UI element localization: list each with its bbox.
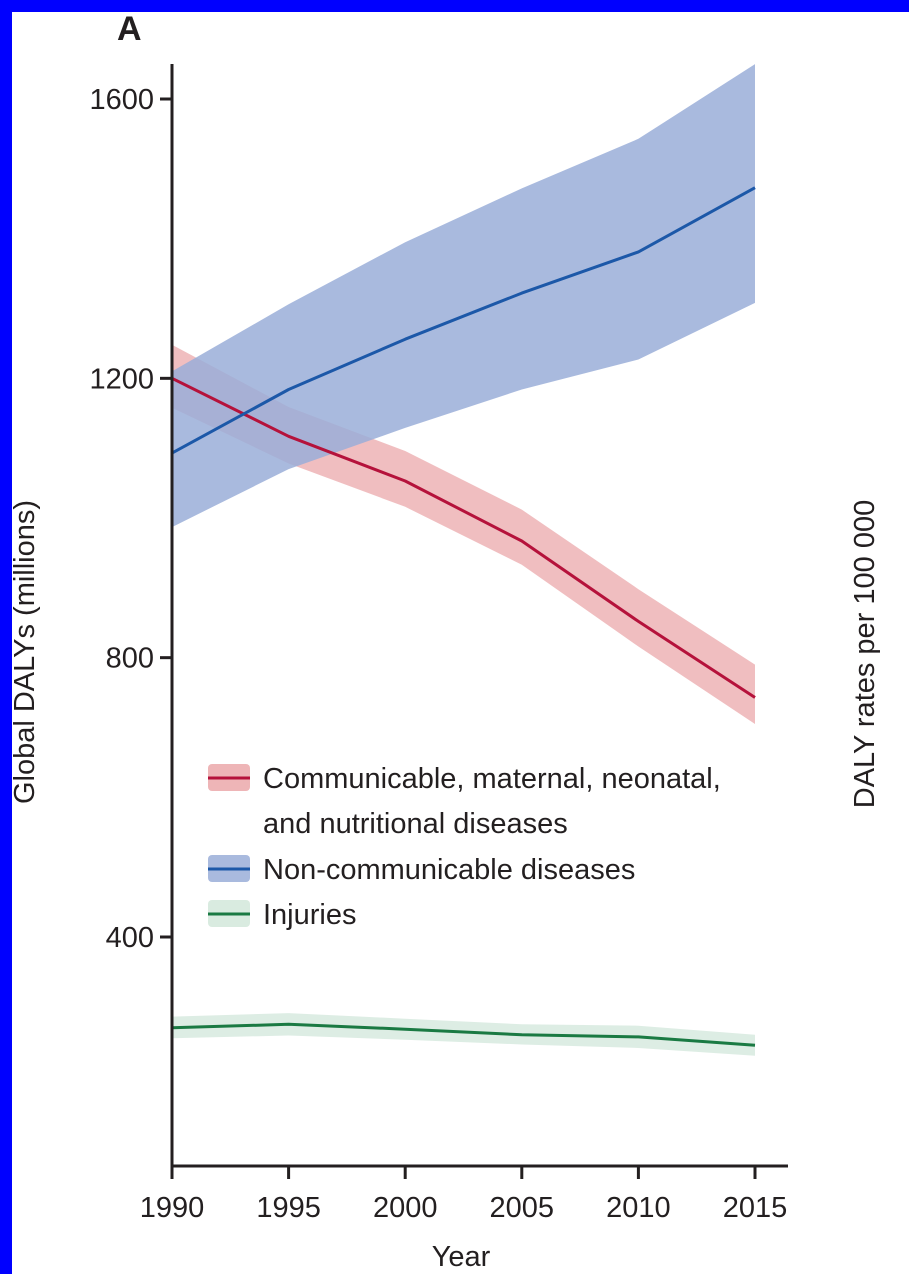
legend-label: Injuries xyxy=(263,899,357,931)
x-tick-label: 2010 xyxy=(606,1192,671,1224)
y-tick-label: 800 xyxy=(106,643,154,675)
legend-item: Communicable, maternal, neonatal, and nut… xyxy=(208,763,721,840)
legend-item: Injuries xyxy=(208,899,357,931)
chart-canvas: A 400 800 1200 1600 1990 1995 2000 2005 2010 201… xyxy=(12,12,909,1274)
series-lines xyxy=(171,186,756,1047)
line-communicable-maternal-neonatal-and-nutritional-diseases xyxy=(171,376,756,699)
band-non-communicable-diseases xyxy=(172,64,755,528)
legend-label: and nutritional diseases xyxy=(263,808,568,840)
y-axis-ticks: 400 800 1200 1600 xyxy=(89,84,172,954)
daly-line-chart: A 400 800 1200 1600 1990 1995 2000 2005 2010 201… xyxy=(12,12,881,1273)
x-tick-label: 1995 xyxy=(256,1192,321,1224)
axes xyxy=(170,64,788,1168)
band-injuries xyxy=(172,1013,755,1056)
legend-item: Non-communicable diseases xyxy=(208,854,635,886)
x-axis-ticks: 1990 1995 2000 2005 2010 2015 xyxy=(140,1166,788,1224)
legend-label: Communicable, maternal, neonatal, xyxy=(263,763,721,795)
legend: Communicable, maternal, neonatal, and nut… xyxy=(208,763,721,931)
secondary-y-axis-title: DALY rates per 100 000 xyxy=(849,500,881,808)
y-tick-label: 400 xyxy=(106,922,154,954)
line-non-communicable-diseases xyxy=(171,186,756,455)
panel-label: A xyxy=(117,12,142,48)
y-tick-label: 1200 xyxy=(89,363,154,395)
x-tick-label: 2000 xyxy=(373,1192,438,1224)
x-tick-label: 1990 xyxy=(140,1192,205,1224)
y-axis-title: Global DALYs (millions) xyxy=(12,500,41,804)
x-tick-label: 2015 xyxy=(723,1192,788,1224)
y-tick-label: 1600 xyxy=(89,84,154,116)
uncertainty-bands xyxy=(172,64,755,1056)
line-injuries xyxy=(171,1022,756,1047)
legend-label: Non-communicable diseases xyxy=(263,854,635,886)
x-tick-label: 2005 xyxy=(490,1192,555,1224)
x-axis-title: Year xyxy=(432,1241,491,1273)
